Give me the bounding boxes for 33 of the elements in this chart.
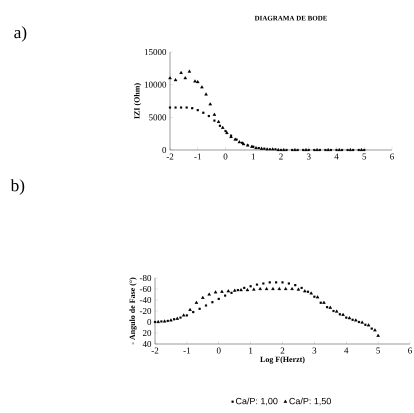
x-tick-label: 2	[279, 154, 283, 160]
x-tick-label: 5	[362, 154, 366, 160]
text: a)	[14, 26, 26, 42]
y-tick-label: 0	[147, 318, 152, 326]
y-tick-label: 0	[162, 146, 166, 154]
x-tick-label: 3	[312, 348, 316, 354]
x-tick-label: 6	[390, 154, 394, 160]
x-tick-label: 0	[224, 154, 228, 160]
x-tick-label: 3	[306, 154, 311, 160]
x-tick-label: 2	[280, 348, 284, 354]
x-tick-label: 1	[249, 348, 252, 354]
y-tick-label: -80	[140, 274, 152, 282]
text: b)	[10, 179, 24, 195]
x-tick-label: -1	[183, 348, 190, 354]
x-tick-label: -1	[194, 154, 201, 160]
y-tick-label: -40	[140, 296, 152, 304]
x-tick-label: 4	[344, 348, 348, 354]
y-tick-label: 15000	[144, 48, 166, 56]
y-tick-label: 20	[142, 330, 152, 336]
x-tick-label: 1	[252, 154, 255, 160]
x-tick-label: 5	[376, 348, 380, 354]
y-tick-label: 10000	[144, 82, 166, 88]
legend-label: Ca/P: 1,00	[236, 398, 278, 406]
x-tick-label: 0	[216, 348, 221, 354]
x-tick-label: 4	[334, 154, 339, 160]
y-tick-label: 5000	[149, 114, 166, 120]
y-tick-label: 40	[142, 340, 152, 348]
x-tick-label: -2	[152, 348, 158, 354]
x-tick-label: 6	[408, 348, 412, 354]
x-tick-label: -2	[166, 154, 174, 160]
y-tick-label: -60	[140, 286, 152, 292]
legend-label: Ca/P: 1,50	[289, 398, 331, 406]
y-tick-label: -20	[140, 308, 152, 314]
